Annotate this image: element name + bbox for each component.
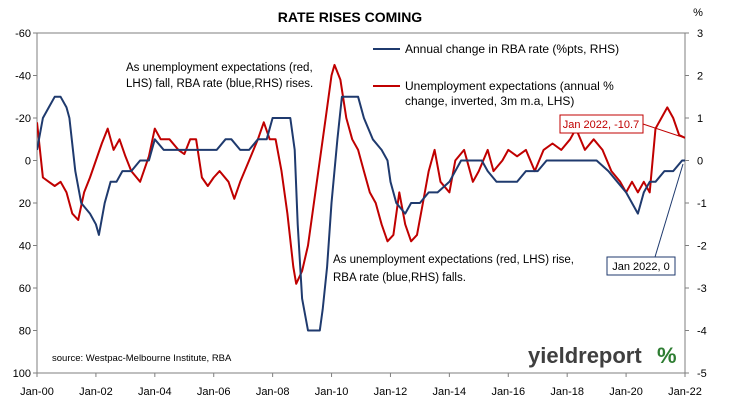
right-axis: 3 2 1 0 -1 -2 -3 -4 -5 xyxy=(685,28,707,380)
blue-callout-label: Jan 2022, 0 xyxy=(612,261,670,273)
red-callout-label: Jan 2022, -10.7 xyxy=(563,119,639,131)
x-tick-label: Jan-20 xyxy=(609,386,643,398)
x-tick-label: Jan-22 xyxy=(668,386,702,398)
red-callout-box xyxy=(559,114,644,134)
red-callout: Jan 2022, -10.7 xyxy=(559,114,686,139)
series-line-rba-rate xyxy=(37,95,685,332)
right-tick-label: -2 xyxy=(697,241,707,253)
source-note: source: Westpac-Melbourne Institute, RBA xyxy=(52,353,232,364)
x-tick-label: Jan-02 xyxy=(79,386,113,398)
x-tick-label: Jan-06 xyxy=(197,386,231,398)
top-note-line-2: LHS) fall, RBA rate (blue,RHS) rises. xyxy=(126,78,313,90)
left-tick-label: 0 xyxy=(25,156,31,168)
right-tick-label: -1 xyxy=(697,198,707,210)
x-tick-label: Jan-18 xyxy=(550,386,584,398)
right-tick-label: 3 xyxy=(697,28,703,40)
left-tick-label: -40 xyxy=(15,71,31,83)
right-tick-label: -3 xyxy=(697,283,707,295)
blue-callout-box xyxy=(606,256,676,276)
left-tick-label: -20 xyxy=(15,113,31,125)
x-tick-label: Jan-14 xyxy=(433,386,467,398)
blue-callout: Jan 2022, 0 xyxy=(606,163,684,276)
top-note-line-1: As unemployment expectations (red, xyxy=(126,62,313,74)
x-tick-label: Jan-10 xyxy=(315,386,349,398)
blue-callout-leader xyxy=(654,163,684,258)
x-axis: Jan-00 Jan-02 Jan-04 Jan-06 Jan-08 Jan-10 Jan-… xyxy=(20,373,702,398)
red-callout-leader xyxy=(642,123,686,139)
left-tick-label: 100 xyxy=(13,368,31,380)
right-tick-label: -4 xyxy=(697,326,707,338)
legend-label-rba: Annual change in RBA rate (%pts, RHS) xyxy=(405,42,619,56)
x-tick-label: Jan-00 xyxy=(20,386,54,398)
left-tick-label: 80 xyxy=(19,326,31,338)
x-tick-label: Jan-16 xyxy=(491,386,525,398)
x-tick-label: Jan-08 xyxy=(256,386,290,398)
legend-label-unemployment: Unemployment expectations (annual % chan… xyxy=(405,79,617,108)
right-tick-label: 1 xyxy=(697,113,703,125)
bottom-note-line-1: As unemployment expectations (red, LHS) … xyxy=(333,254,574,266)
x-tick-label: Jan-12 xyxy=(374,386,408,398)
brand-text: yieldreport xyxy=(528,343,642,368)
left-tick-label: 60 xyxy=(19,283,31,295)
right-tick-label: -5 xyxy=(697,368,707,380)
left-axis: -60 -40 -20 0 20 40 60 80 100 xyxy=(13,28,37,380)
left-tick-label: 20 xyxy=(19,198,31,210)
left-tick-label: -60 xyxy=(15,28,31,40)
brand-percent-icon: % xyxy=(657,343,677,368)
bottom-note-line-2: RBA rate (blue,RHS) falls. xyxy=(333,272,466,284)
series-line-unemployment-expectations xyxy=(37,63,685,285)
left-tick-label: 40 xyxy=(19,241,31,253)
chart-title: RATE RISES COMING xyxy=(278,9,423,25)
x-tick-label: Jan-04 xyxy=(138,386,172,398)
yieldreport-logo: yieldreport % xyxy=(528,343,677,368)
right-axis-unit: % xyxy=(693,7,703,19)
right-tick-label: 0 xyxy=(697,156,703,168)
right-tick-label: 2 xyxy=(697,71,703,83)
legend: Annual change in RBA rate (%pts, RHS) Un… xyxy=(373,42,619,108)
